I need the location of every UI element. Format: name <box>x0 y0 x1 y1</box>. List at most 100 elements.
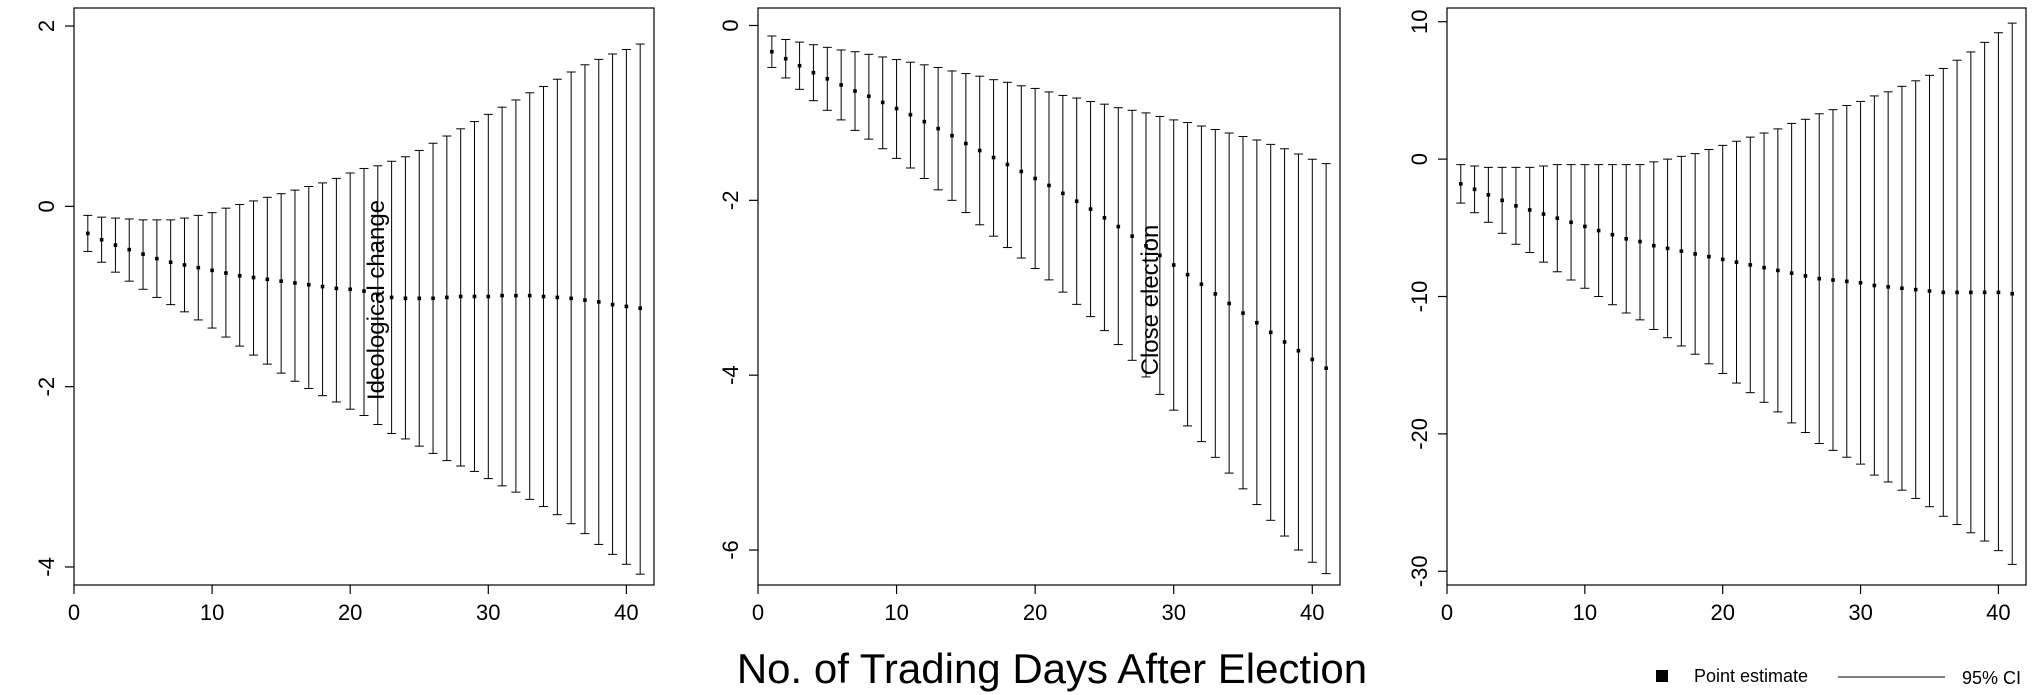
point-estimate <box>182 263 187 267</box>
point-estimate <box>770 49 774 54</box>
y-tick-label: 0 <box>718 19 743 31</box>
point-estimate <box>210 268 214 273</box>
plot-frame <box>757 7 1341 586</box>
point-estimate <box>376 292 380 297</box>
point-estimate <box>839 83 843 87</box>
point-estimate <box>1088 207 1093 211</box>
x-tick-label: 30 <box>1848 600 1872 625</box>
point-estimate <box>1734 260 1739 264</box>
x-tick-label: 0 <box>68 600 80 625</box>
point-estimate <box>596 300 601 304</box>
point-estimate <box>1583 224 1587 229</box>
point-estimate <box>237 273 242 278</box>
point-estimate <box>1171 263 1176 267</box>
y-tick-label: 10 <box>1407 9 1432 33</box>
point-estimate <box>922 119 927 124</box>
point-estimate <box>610 302 615 307</box>
point-estimate <box>348 287 352 292</box>
point-estimate <box>1831 278 1835 282</box>
point-estimate <box>1569 220 1573 225</box>
point-estimate <box>541 294 546 299</box>
point-estimate <box>1858 280 1863 285</box>
point-estimate <box>1624 237 1629 241</box>
point-estimate <box>1158 253 1162 258</box>
point-estimate <box>1144 243 1148 248</box>
legend: Point estimate 95% CI <box>1656 666 2021 688</box>
point-estimate <box>1074 199 1079 204</box>
x-tick-label: 30 <box>1161 600 1185 625</box>
point-estimate <box>1941 290 1946 295</box>
point-estimate <box>894 106 899 111</box>
point-estimate <box>445 295 449 300</box>
point-estimate <box>1061 191 1065 196</box>
point-estimate <box>1610 232 1615 237</box>
point-estimate <box>1033 176 1037 181</box>
point-estimate <box>977 148 982 153</box>
point-estimate <box>1282 340 1287 344</box>
point-estimate <box>1199 282 1204 287</box>
y-tick-label: 0 <box>34 200 59 212</box>
x-tick-label: 0 <box>752 600 764 625</box>
annotation-group: Ideological change Close election <box>363 200 1164 400</box>
panel-2: 0 10 20 30 40 -6 -4 -2 0 <box>718 7 1341 625</box>
y-tick-label: 2 <box>34 20 59 32</box>
y-tick-label: -4 <box>34 557 59 577</box>
y-tick-label: -6 <box>718 540 743 560</box>
legend-ci-label: 95% CI <box>1962 668 2021 688</box>
point-estimate <box>265 277 270 282</box>
point-estimate <box>867 94 871 99</box>
point-estimate <box>1296 348 1301 353</box>
point-estimate <box>1996 290 2001 295</box>
point-estimate <box>334 286 339 291</box>
point-estimate <box>1213 292 1218 296</box>
point-estimate <box>1019 169 1024 174</box>
point-estimate <box>1955 290 1959 295</box>
point-estimate <box>1527 208 1532 212</box>
point-estimate <box>500 293 504 298</box>
y-tick-label: -4 <box>718 365 743 385</box>
point-estimate <box>306 282 311 287</box>
x-tick-label: 20 <box>338 600 362 625</box>
x-tick-label: 40 <box>1986 600 2010 625</box>
point-estimate <box>389 295 394 300</box>
x-tick-label: 30 <box>476 600 500 625</box>
point-estimate <box>527 293 532 298</box>
point-estimate <box>279 279 283 283</box>
point-estimate <box>908 112 913 117</box>
point-estimate <box>1817 276 1822 281</box>
point-estimate <box>1486 193 1491 197</box>
point-estimate <box>853 89 857 93</box>
point-estimate <box>1982 290 1987 295</box>
point-estimate <box>127 247 132 252</box>
point-estimate <box>1241 311 1245 315</box>
x-axis-title: No. of Trading Days After Election <box>737 645 1367 692</box>
panel-3: 0 10 20 30 40 -30 -20 -10 0 10 <box>1407 7 2027 625</box>
point-estimate <box>1886 285 1890 289</box>
point-estimate <box>1268 330 1273 335</box>
point-estimate <box>783 56 788 61</box>
point-estimate <box>1047 183 1051 188</box>
point-estimate <box>583 298 587 302</box>
point-estimate <box>514 293 518 298</box>
point-estimate <box>825 77 830 81</box>
point-estimate <box>1665 246 1670 251</box>
point-estimate <box>1844 279 1849 284</box>
point-estimate <box>320 284 325 289</box>
point-estimate <box>472 294 477 299</box>
point-estimate <box>1310 357 1315 362</box>
legend-point-marker <box>1656 670 1668 682</box>
y-tick-label: -2 <box>718 191 743 211</box>
x-tick-label: 0 <box>1441 600 1453 625</box>
point-estimate <box>569 296 573 301</box>
point-estimate <box>936 126 940 131</box>
point-estimate <box>362 289 366 293</box>
x-tick-label: 10 <box>1573 600 1597 625</box>
point-estimate <box>950 133 954 138</box>
point-estimate <box>251 275 256 280</box>
point-estimate <box>431 296 435 301</box>
y-tick-label: -2 <box>34 377 59 397</box>
point-estimate <box>1514 204 1518 208</box>
point-estimate <box>1762 265 1766 270</box>
y-tick-label: -10 <box>1407 281 1432 313</box>
point-estimate <box>797 63 802 68</box>
